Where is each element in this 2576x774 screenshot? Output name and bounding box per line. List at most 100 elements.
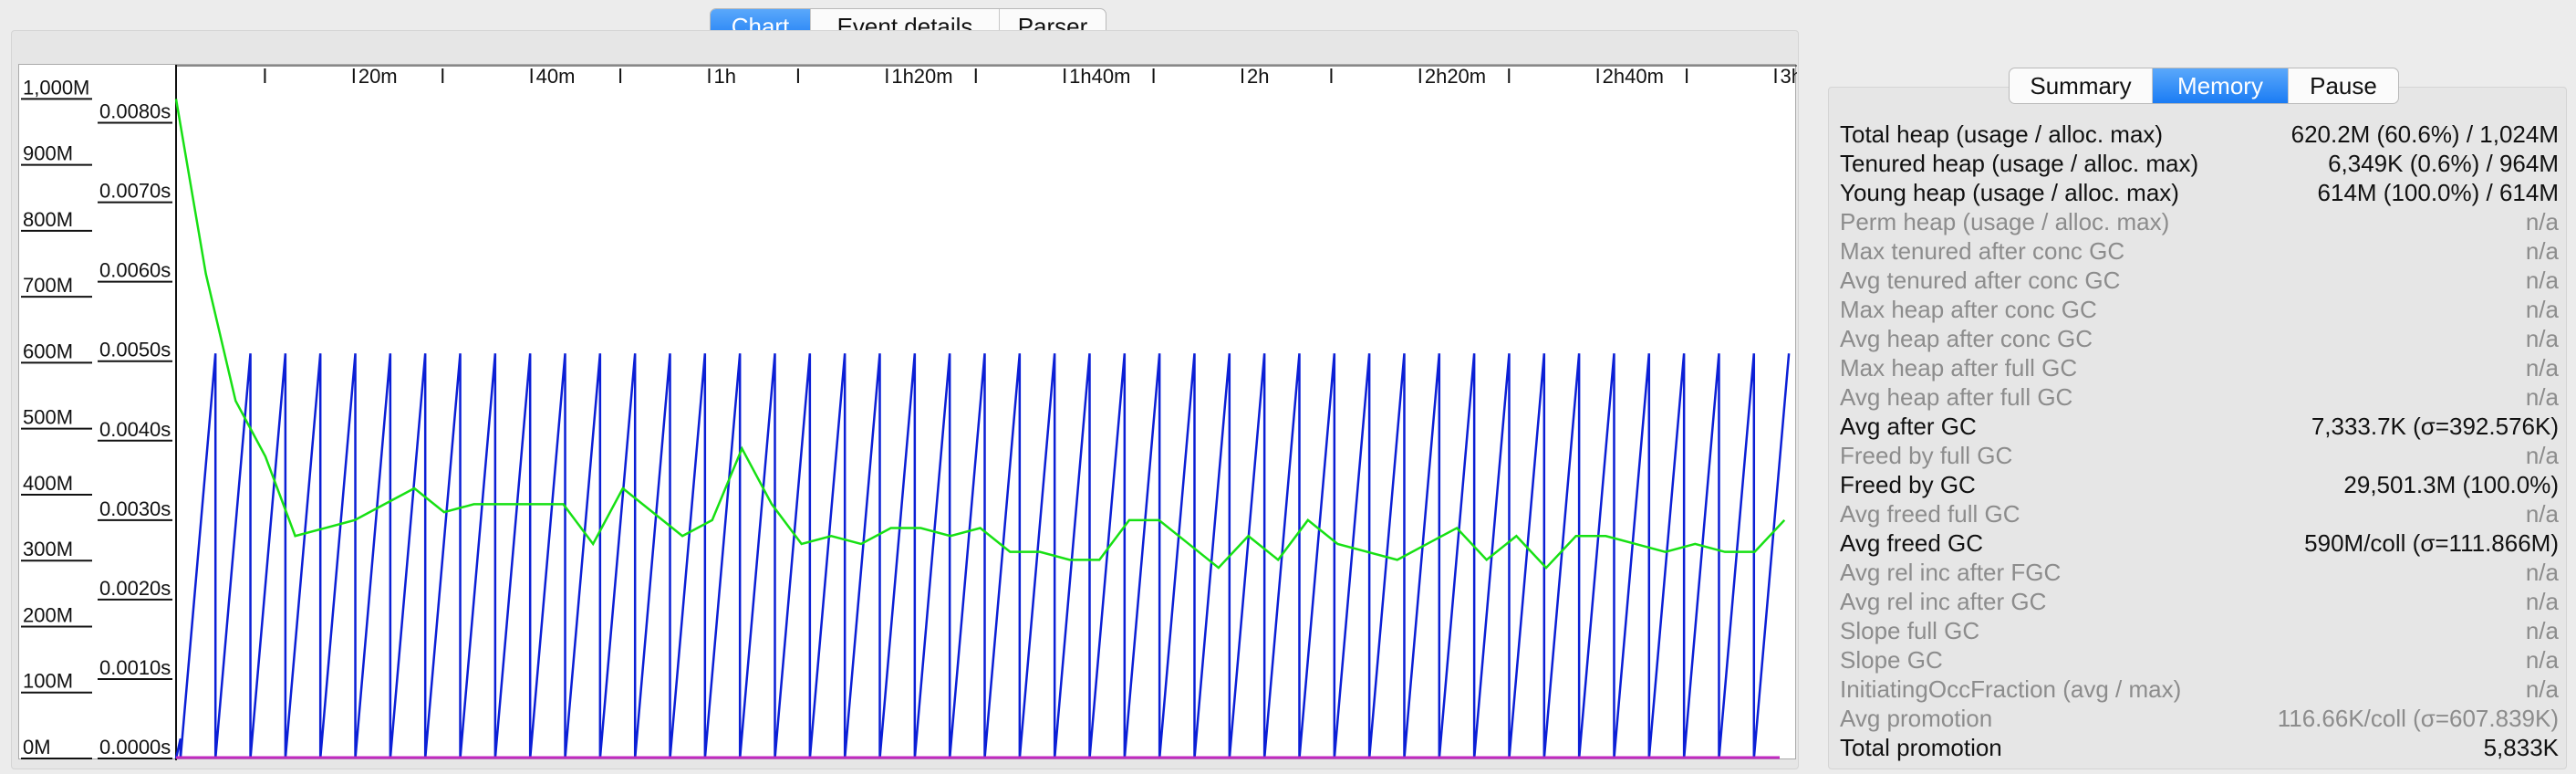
stat-row: Perm heap (usage / alloc. max) n/a [1840,207,2559,236]
stat-value: n/a [2525,588,2559,615]
stat-label: Total promotion [1840,734,2002,761]
stat-value: 29,501.3M (100.0%) [2343,471,2559,498]
stat-value: 614M (100.0%) / 614M [2317,179,2559,206]
stat-label: Tenured heap (usage / alloc. max) [1840,150,2199,177]
stat-value: n/a [2525,208,2559,235]
stat-label: Avg tenured after conc GC [1840,267,2121,294]
stat-value: 6,349K (0.6%) / 964M [2328,150,2559,177]
stat-row: Avg rel inc after GC n/a [1840,587,2559,616]
y-memory-label: 300M [23,538,73,560]
stat-value: n/a [2525,559,2559,586]
stat-row: Avg after GC 7,333.7K (σ=392.576K) [1840,412,2559,441]
y-pause-label: 0.0030s [99,497,171,520]
stat-value: n/a [2525,237,2559,265]
y-memory-label: 400M [23,472,73,495]
gc-chart-svg: 20m 40m 1h 1h20m 1h40m 2h 2h20m 2h40m 3h 0M 100M 20… [21,65,1797,760]
stat-label: InitiatingOccFraction (avg / max) [1840,675,2182,703]
y-memory-label: 600M [23,340,73,362]
stat-value: 620.2M (60.6%) / 1,024M [2290,120,2559,148]
memory-stats-table: Total heap (usage / alloc. max) 620.2M (6… [1840,120,2559,762]
stat-label: Avg freed full GC [1840,500,2020,528]
gc-chart[interactable]: 20m 40m 1h 1h20m 1h40m 2h 2h20m 2h40m 3h 0M 100M 20… [18,64,1797,760]
x-tick-label: 1h20m [891,65,952,88]
stat-value: n/a [2525,325,2559,352]
heap-usage-line [174,353,1791,759]
x-tick-label: 20m [358,65,398,88]
stats-tab-bar: Summary Memory Pause [2009,68,2399,104]
stat-label: Total heap (usage / alloc. max) [1840,120,2164,148]
stat-label: Freed by full GC [1840,442,2013,469]
y-pause-label: 0.0080s [99,100,171,123]
stat-label: Avg after GC [1840,413,1977,440]
stat-label: Avg rel inc after FGC [1840,559,2062,586]
stat-row: Avg heap after conc GC n/a [1840,324,2559,353]
stat-label: Freed by GC [1840,471,1976,498]
tab-summary[interactable]: Summary [2010,68,2153,103]
x-tick-label: 3h [1781,65,1797,88]
y-pause-label: 0.0000s [99,736,171,758]
stat-row: Avg tenured after conc GC n/a [1840,266,2559,295]
stat-row: Avg freed GC 590M/coll (σ=111.866M) [1840,528,2559,558]
y-memory-label: 900M [23,142,73,165]
stat-label: Avg promotion [1840,705,1993,732]
stat-row: Freed by GC 29,501.3M (100.0%) [1840,470,2559,499]
y-memory-label: 200M [23,603,73,626]
stat-label: Slope full GC [1840,617,1980,644]
y-pause-label: 0.0020s [99,577,171,600]
y-pause-label: 0.0010s [99,656,171,679]
stat-row: Avg freed full GC n/a [1840,499,2559,528]
x-tick-label: 1h40m [1069,65,1130,88]
x-tick-label: 2h40m [1603,65,1664,88]
stat-value: 7,333.7K (σ=392.576K) [2311,413,2559,440]
x-tick-label: 2h [1247,65,1269,88]
stat-row: Avg rel inc after FGC n/a [1840,558,2559,587]
stats-panel [1828,87,2567,769]
stat-value: 590M/coll (σ=111.866M) [2304,529,2559,557]
stat-row: Avg promotion 116.66K/coll (σ=607.839K) [1840,704,2559,733]
stat-value: n/a [2525,442,2559,469]
stat-value: n/a [2525,617,2559,644]
stat-row: InitiatingOccFraction (avg / max) n/a [1840,675,2559,704]
stat-label: Avg freed GC [1840,529,1984,557]
x-tick-label: 1h [714,65,736,88]
stat-row: Total heap (usage / alloc. max) 620.2M (6… [1840,120,2559,149]
y-memory-label: 0M [23,736,51,758]
x-tick-label: 40m [536,65,576,88]
y-memory-label: 1,000M [23,76,89,99]
y-pause-label: 0.0070s [99,180,171,203]
stat-row: Max heap after conc GC n/a [1840,295,2559,324]
stat-row: Young heap (usage / alloc. max) 614M (100… [1840,178,2559,207]
stat-value: n/a [2525,500,2559,528]
stat-value: n/a [2525,296,2559,323]
stat-label: Max heap after full GC [1840,354,2078,382]
stat-row: Freed by full GC n/a [1840,441,2559,470]
stat-row: Slope full GC n/a [1840,616,2559,645]
stat-value: 5,833K [2483,734,2559,761]
stat-label: Max heap after conc GC [1840,296,2097,323]
y-pause-label: 0.0050s [99,339,171,361]
stat-row: Max heap after full GC n/a [1840,353,2559,382]
y-memory-label: 100M [23,670,73,693]
stat-row: Slope GC n/a [1840,645,2559,675]
stat-value: 116.66K/coll (σ=607.839K) [2277,705,2559,732]
y-memory-label: 500M [23,406,73,429]
y-pause-label: 0.0040s [99,418,171,441]
pause-time-line [174,99,1786,570]
y-memory-label: 800M [23,208,73,231]
tab-pause[interactable]: Pause [2310,71,2377,99]
stat-value: n/a [2525,267,2559,294]
stat-row: Total promotion 5,833K [1840,733,2559,762]
stat-label: Slope GC [1840,646,1943,674]
stat-label: Avg heap after conc GC [1840,325,2093,352]
stat-label: Young heap (usage / alloc. max) [1840,179,2179,206]
stat-value: n/a [2525,646,2559,674]
stat-value: n/a [2525,675,2559,703]
stat-value: n/a [2525,383,2559,411]
stat-value: n/a [2525,354,2559,382]
stat-label: Avg rel inc after GC [1840,588,2047,615]
stat-label: Avg heap after full GC [1840,383,2073,411]
y-memory-label: 700M [23,274,73,297]
stat-row: Tenured heap (usage / alloc. max) 6,349K … [1840,149,2559,178]
tab-memory[interactable]: Memory [2153,68,2289,103]
y-pause-label: 0.0060s [99,259,171,282]
